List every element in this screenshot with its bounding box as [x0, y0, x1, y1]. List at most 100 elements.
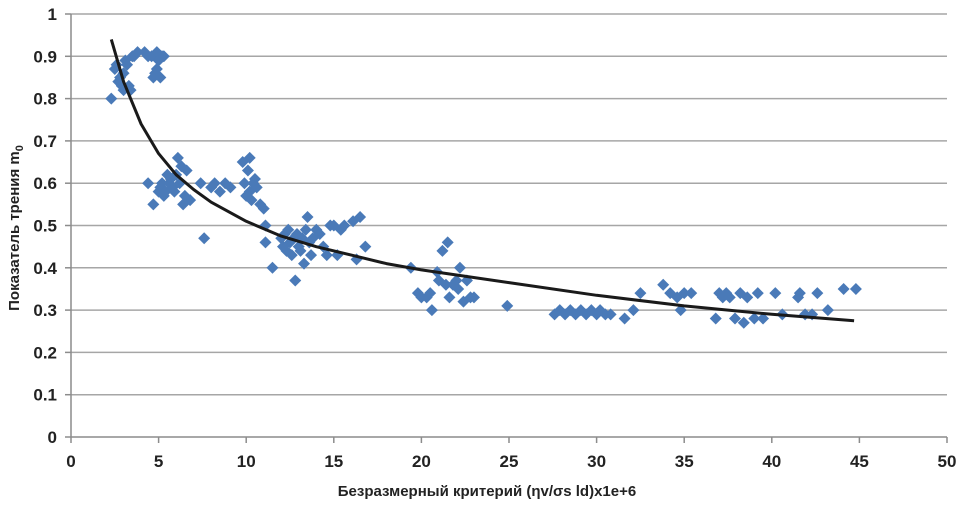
data-point: [467, 291, 480, 304]
x-axis-title: Безразмерный критерий (ηv/σs ld)x1e+6: [338, 483, 636, 500]
data-point: [354, 211, 367, 224]
data-point: [184, 194, 197, 207]
data-point: [441, 236, 454, 249]
data-point: [751, 287, 764, 300]
data-point: [147, 198, 160, 211]
data-point: [194, 177, 207, 190]
y-tick-label: 0.6: [33, 174, 57, 193]
y-tick-label: 0.1: [33, 386, 57, 405]
y-tick-label: 0.7: [33, 132, 57, 151]
x-tick-label: 5: [154, 452, 163, 471]
x-tick-label: 10: [237, 452, 256, 471]
x-tick-label: 25: [500, 452, 519, 471]
data-point: [737, 316, 750, 329]
data-point: [266, 261, 279, 274]
data-point: [243, 151, 256, 164]
data-point: [424, 287, 437, 300]
y-tick-label: 0.3: [33, 301, 57, 320]
data-point: [741, 291, 754, 304]
data-point: [313, 227, 326, 240]
data-point: [213, 185, 226, 198]
data-point: [425, 304, 438, 317]
x-tick-label: 0: [66, 452, 75, 471]
data-point: [453, 261, 466, 274]
y-tick-label: 0.5: [33, 217, 57, 236]
data-point: [161, 168, 174, 181]
data-point: [723, 291, 736, 304]
trendline: [109, 38, 855, 323]
data-point: [156, 177, 169, 190]
data-point: [157, 50, 170, 63]
data-point: [729, 312, 742, 325]
data-point: [257, 202, 270, 215]
data-point: [131, 46, 144, 59]
x-tick-label: 30: [587, 452, 606, 471]
data-point: [298, 257, 311, 270]
gridlines: [71, 13, 947, 396]
data-point: [294, 244, 307, 257]
data-point: [289, 274, 302, 287]
x-tick-label: 45: [850, 452, 869, 471]
data-point: [208, 177, 221, 190]
data-point: [748, 312, 761, 325]
y-axis-title: Показатель трения m0: [6, 145, 26, 311]
data-point: [450, 274, 463, 287]
data-point: [436, 244, 449, 257]
data-point: [320, 249, 333, 262]
data-point: [709, 312, 722, 325]
y-tick-label: 0.4: [33, 259, 57, 278]
data-point: [105, 92, 118, 105]
data-point: [224, 181, 237, 194]
data-point: [634, 287, 647, 300]
x-tick-label: 50: [938, 452, 957, 471]
data-point: [849, 282, 862, 295]
data-point: [793, 287, 806, 300]
data-point: [259, 236, 272, 249]
data-point: [180, 164, 193, 177]
data-point: [685, 287, 698, 300]
data-point: [678, 287, 691, 300]
data-point: [121, 58, 134, 71]
data-point: [338, 219, 351, 232]
y-tick-label: 0: [48, 428, 57, 447]
y-tick-label: 1: [48, 5, 57, 24]
data-point: [142, 177, 155, 190]
x-tick-label: 20: [412, 452, 431, 471]
data-point: [285, 249, 298, 262]
tick-labels: 00.10.20.30.40.50.60.70.80.910 5 10 15 20 25 3…: [33, 5, 956, 471]
data-point: [604, 308, 617, 321]
data-point: [657, 278, 670, 291]
x-tick-label: 40: [762, 452, 781, 471]
data-point: [245, 194, 258, 207]
data-point: [811, 287, 824, 300]
data-point: [618, 312, 631, 325]
data-point: [443, 291, 456, 304]
data-point: [305, 249, 318, 262]
data-points: [105, 46, 862, 329]
data-point: [299, 223, 312, 236]
data-point: [452, 282, 465, 295]
y-tick-label: 0.2: [33, 343, 57, 362]
data-point: [501, 299, 514, 312]
x-tick-label: 35: [675, 452, 694, 471]
data-point: [282, 223, 295, 236]
data-point: [248, 172, 261, 185]
y-tick-label: 0.9: [33, 47, 57, 66]
data-point: [168, 185, 181, 198]
data-point: [238, 177, 251, 190]
data-point: [769, 287, 782, 300]
data-point: [627, 304, 640, 317]
trendline-layer: [109, 38, 855, 323]
data-point: [301, 211, 314, 224]
data-point: [821, 304, 834, 317]
data-point: [150, 62, 163, 75]
data-point: [359, 240, 372, 253]
y-axis-title-subscript: 0: [14, 145, 26, 151]
axes: [65, 13, 948, 443]
data-point: [250, 181, 263, 194]
data-point: [241, 164, 254, 177]
x-tick-label: 15: [324, 452, 343, 471]
data-point: [837, 282, 850, 295]
